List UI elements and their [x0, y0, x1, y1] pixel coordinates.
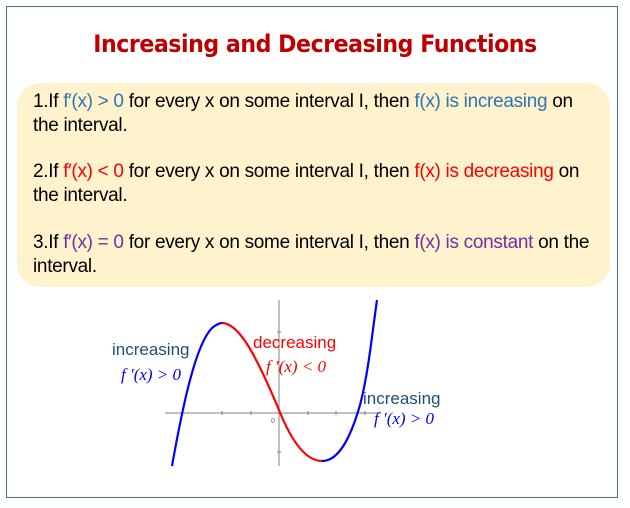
rule-result: f(x) is increasing — [414, 91, 548, 112]
rule-number: 2.If — [33, 161, 64, 182]
curve-increasing-left — [170, 321, 223, 467]
rule-tail: on the interval. — [33, 161, 580, 206]
rule-number: 3.If — [33, 232, 64, 253]
curve-increasing-right — [321, 299, 379, 463]
rule-1: 1.If f′(x) > 0 for every x on some inter… — [33, 90, 603, 138]
origin-label: 0 — [271, 418, 275, 425]
rule-condition: f′(x) > 0 — [63, 91, 124, 112]
curve-decreasing — [221, 321, 323, 463]
rule-tail: on the interval. — [33, 232, 590, 277]
rule-result: f(x) is decreasing — [414, 161, 554, 182]
left-increasing-label: increasing — [112, 340, 190, 359]
rule-condition: f′(x) < 0 — [63, 161, 124, 182]
rule-text: for every x on some interval I, then — [123, 91, 415, 112]
rule-result: f(x) is constant — [414, 232, 534, 253]
rule-text: for every x on some interval I, then — [123, 232, 415, 253]
rule-2: 2.If f′(x) < 0 for every x on some inter… — [33, 160, 603, 208]
rule-3: 3.If f′(x) = 0 for every x on some inter… — [33, 231, 603, 279]
middle-decreasing-label: decreasing — [253, 333, 337, 352]
rules-box — [17, 83, 610, 287]
figure-frame — [6, 6, 618, 498]
middle-derivative-label: f ′(x) < 0 — [266, 357, 327, 376]
rule-number: 1.If — [33, 91, 64, 112]
page-title: Increasing and Decreasing Functions — [93, 30, 537, 58]
rule-condition: f′(x) = 0 — [63, 232, 124, 253]
right-derivative-label: f ′(x) > 0 — [374, 409, 435, 428]
rule-tail: on the interval. — [33, 91, 573, 136]
left-derivative-label: f ′(x) > 0 — [121, 365, 182, 384]
right-increasing-label: increasing — [363, 389, 441, 408]
rule-text: for every x on some interval I, then — [123, 161, 415, 182]
